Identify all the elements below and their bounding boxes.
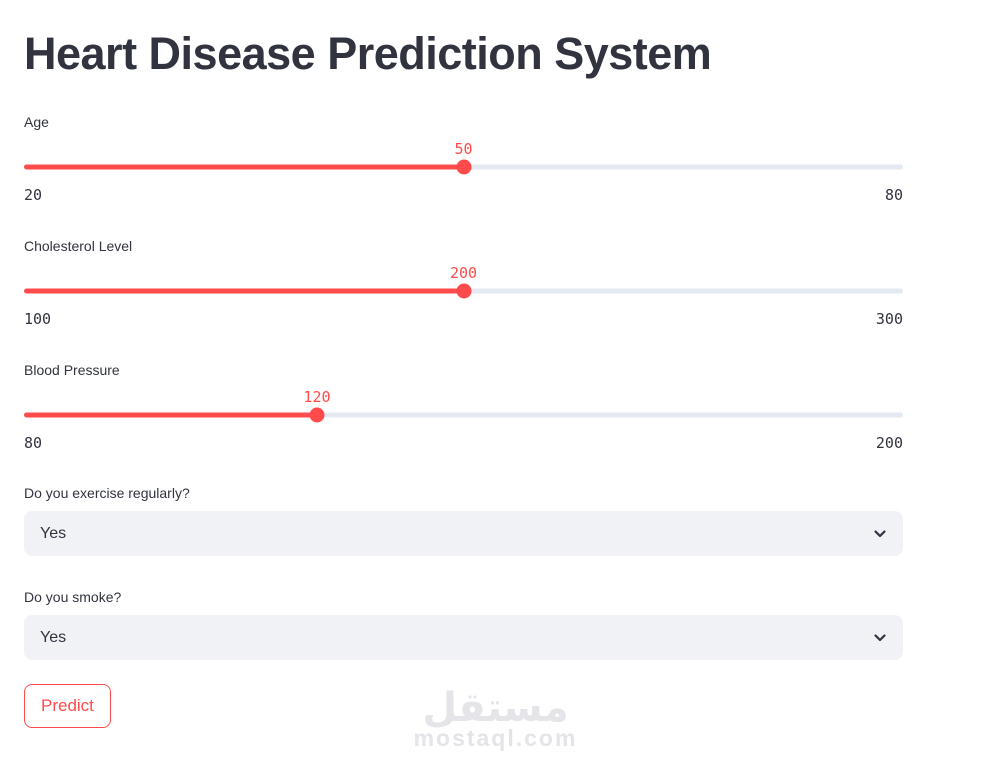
page-title: Heart Disease Prediction System <box>24 28 712 79</box>
cholesterol-slider-max: 300 <box>875 310 903 329</box>
cholesterol-slider-current-value: 200 <box>449 264 478 283</box>
blood-pressure-slider-widget: Blood Pressure 120 80 200 <box>24 362 903 453</box>
cholesterol-slider-value-row: 200 <box>24 265 903 281</box>
smoke-select[interactable]: Yes <box>24 615 903 661</box>
blood-pressure-slider-track-fill <box>24 412 317 418</box>
age-slider-widget: Age 50 20 80 <box>24 114 903 205</box>
chevron-down-icon <box>870 628 890 648</box>
blood-pressure-slider-track-bg <box>24 412 903 418</box>
age-slider-thumb[interactable] <box>456 159 471 175</box>
age-slider-value-row: 50 <box>24 141 903 157</box>
exercise-select-value: Yes <box>40 524 67 542</box>
blood-pressure-slider-value-row: 120 <box>24 389 903 405</box>
cholesterol-slider-track[interactable] <box>24 281 903 301</box>
age-slider-max: 80 <box>884 186 903 205</box>
blood-pressure-slider-current-value: 120 <box>303 388 331 407</box>
blood-pressure-slider-track[interactable] <box>24 405 903 425</box>
age-slider-track[interactable] <box>24 157 903 177</box>
predict-button[interactable]: Predict <box>24 684 111 729</box>
chevron-down-icon <box>870 524 890 544</box>
exercise-select[interactable]: Yes <box>24 511 903 557</box>
smoke-select-label: Do you smoke? <box>24 589 122 606</box>
watermark-domain-text: mostaql.com <box>413 725 578 751</box>
age-slider-min: 20 <box>24 186 43 205</box>
cholesterol-slider-minmax: 100 300 <box>24 309 903 329</box>
exercise-select-label: Do you exercise regularly? <box>24 485 190 502</box>
age-slider-label: Age <box>24 114 49 131</box>
age-slider-minmax: 20 80 <box>24 185 903 205</box>
smoke-select-value: Yes <box>40 628 67 646</box>
cholesterol-slider-min: 100 <box>24 310 52 329</box>
age-slider-track-fill <box>24 164 464 170</box>
blood-pressure-slider-thumb[interactable] <box>309 407 325 423</box>
main-content: Heart Disease Prediction System Age 50 2… <box>0 26 991 729</box>
blood-pressure-slider-label: Blood Pressure <box>24 362 120 379</box>
cholesterol-slider-label: Cholesterol Level <box>24 238 133 255</box>
cholesterol-slider-thumb[interactable] <box>456 283 471 299</box>
smoke-select-widget: Do you smoke? Yes <box>24 589 903 661</box>
cholesterol-slider-widget: Cholesterol Level 200 100 300 <box>24 238 903 329</box>
blood-pressure-slider-max: 200 <box>875 434 903 453</box>
blood-pressure-slider-minmax: 80 200 <box>24 433 903 453</box>
cholesterol-slider-track-fill <box>24 288 464 294</box>
blood-pressure-slider-min: 80 <box>24 434 43 453</box>
age-slider-current-value: 50 <box>454 140 473 159</box>
exercise-select-widget: Do you exercise regularly? Yes <box>24 485 903 557</box>
